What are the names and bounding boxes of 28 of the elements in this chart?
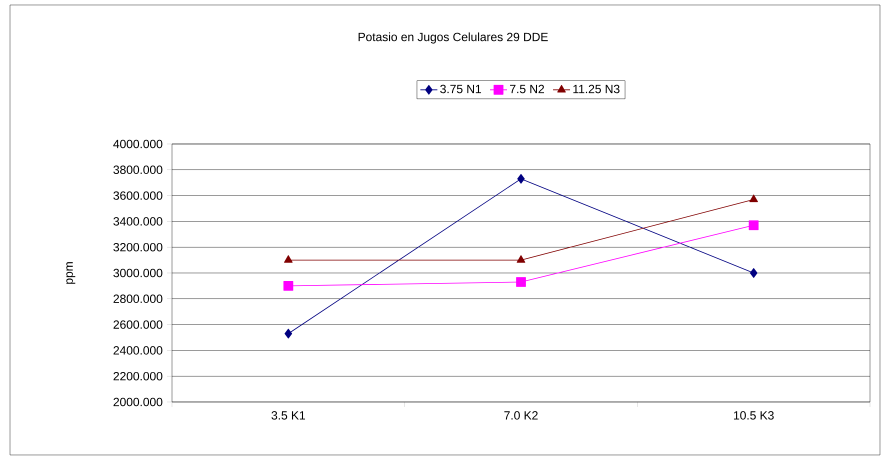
y-tick-label: 3400.000 [113, 217, 162, 226]
point [750, 268, 758, 278]
chart-title: Potasio en Jugos Celulares 29 DDE [358, 32, 548, 44]
point [283, 280, 294, 291]
y-tick-label: 2600.000 [114, 320, 162, 329]
y-tick-label: 4000.000 [113, 140, 162, 148]
x-tick-label: 10.5 K3 [734, 411, 774, 420]
y-tick-label: 2800.000 [114, 294, 162, 304]
legend-label: 3.75 N1 [440, 84, 482, 94]
point [749, 194, 758, 202]
point [517, 174, 525, 184]
x-tick-label: 7.0 K2 [504, 411, 538, 420]
y-tick-label: 3200.000 [113, 242, 162, 252]
point [748, 220, 759, 230]
point [516, 255, 526, 263]
point [284, 328, 292, 339]
legend-label: 7.5 N2 [510, 84, 544, 94]
y-tick-label: 3000.000 [113, 268, 162, 278]
y-tick-label: 2200.000 [114, 372, 162, 380]
legend-label: 11.25 N3 [573, 84, 620, 94]
y-axis-title: ppm [66, 262, 76, 284]
x-tick-label: 3.5 K1 [272, 411, 306, 420]
y-tick-label: 3800.000 [113, 166, 162, 174]
point [516, 277, 526, 287]
point [284, 255, 293, 263]
y-tick-label: 2000.000 [114, 398, 162, 406]
y-tick-label: 2400.000 [114, 346, 162, 355]
y-tick-label: 3600.000 [113, 191, 162, 200]
